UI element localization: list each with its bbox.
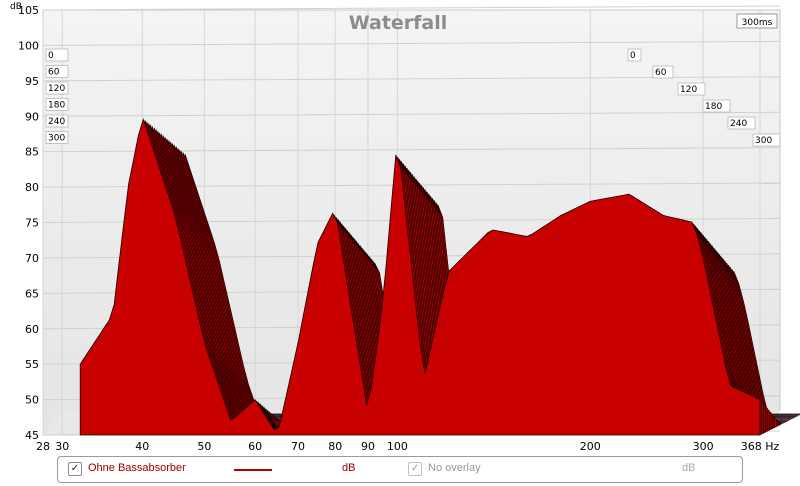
- time-tick-right: 180: [705, 102, 722, 112]
- x-tick-label: 100: [387, 440, 408, 453]
- time-tick-box: [45, 114, 69, 128]
- series-label: Ohne Bassabsorber: [88, 462, 186, 474]
- time-tick-right: 300: [755, 136, 772, 146]
- waterfall-slice: [79, 117, 761, 436]
- y-tick-label: 90: [25, 110, 39, 123]
- time-tick-left: 0: [48, 51, 54, 61]
- time-label-box: [736, 13, 778, 29]
- series-line-swatch: [234, 469, 272, 471]
- time-tick-box: [752, 133, 781, 147]
- x-tick-label: 50: [197, 440, 211, 453]
- y-tick-label: 65: [25, 287, 39, 300]
- time-tick-box: [677, 82, 706, 96]
- chart-title: Waterfall: [349, 12, 448, 34]
- x-tick-label: 200: [580, 440, 601, 453]
- x-tick-label: 80: [328, 440, 342, 453]
- y-tick-label: 70: [25, 252, 39, 265]
- x-tick-label: 40: [135, 440, 149, 453]
- y-tick-label: 75: [25, 217, 39, 230]
- series-checkbox[interactable]: ✓: [68, 462, 82, 476]
- y-tick-label: 45: [25, 429, 39, 442]
- time-tick-right: 0: [630, 51, 636, 61]
- y-tick-label: 95: [25, 75, 39, 88]
- time-tick-box: [702, 99, 731, 113]
- time-tick-left: 300: [48, 134, 65, 144]
- y-axis-label: dB: [10, 2, 22, 12]
- x-tick-label: 28: [36, 440, 50, 453]
- time-tick-box: [727, 116, 756, 130]
- y-tick-label: 85: [25, 146, 39, 159]
- overlay-label: No overlay: [428, 462, 481, 474]
- y-tick-label: 105: [18, 4, 39, 17]
- y-gridline: [42, 111, 781, 117]
- time-tick-box: [627, 48, 642, 62]
- time-tick-left: 180: [48, 101, 65, 111]
- time-tick-box: [45, 48, 69, 62]
- x-tick-label: 30: [55, 440, 69, 453]
- time-label: 300ms: [742, 18, 773, 28]
- overlay-checkbox[interactable]: ✓: [408, 462, 422, 476]
- time-tick-right: 240: [730, 119, 747, 129]
- time-tick-left: 240: [48, 117, 65, 127]
- time-tick-box: [652, 65, 674, 79]
- time-tick-box: [45, 131, 69, 144]
- y-tick-label: 60: [25, 323, 39, 336]
- time-tick-left: 120: [48, 84, 65, 94]
- time-tick-box: [45, 65, 69, 78]
- x-tick-label: 90: [361, 440, 375, 453]
- legend-bar: ✓ Ohne Bassabsorber dB ✓ No overlay dB: [57, 456, 743, 483]
- x-tick-label: 60: [248, 440, 262, 453]
- time-tick-right: 60: [655, 68, 667, 78]
- overlay-unit: dB: [682, 462, 696, 474]
- x-tick-label: 368 Hz: [741, 440, 780, 453]
- y-tick-label: 55: [25, 358, 39, 371]
- x-tick-label: 70: [291, 440, 305, 453]
- x-tick-label: 300: [693, 440, 714, 453]
- time-tick-right: 120: [680, 85, 697, 95]
- y-tick-label: 100: [18, 39, 39, 52]
- time-tick-box: [45, 81, 69, 95]
- y-tick-label: 50: [25, 394, 39, 407]
- time-tick-left: 60: [48, 68, 60, 78]
- time-tick-box: [45, 98, 69, 111]
- y-gridline: [42, 5, 781, 11]
- y-tick-label: 80: [25, 181, 39, 194]
- series-unit: dB: [342, 462, 356, 474]
- y-gridline: [42, 40, 781, 46]
